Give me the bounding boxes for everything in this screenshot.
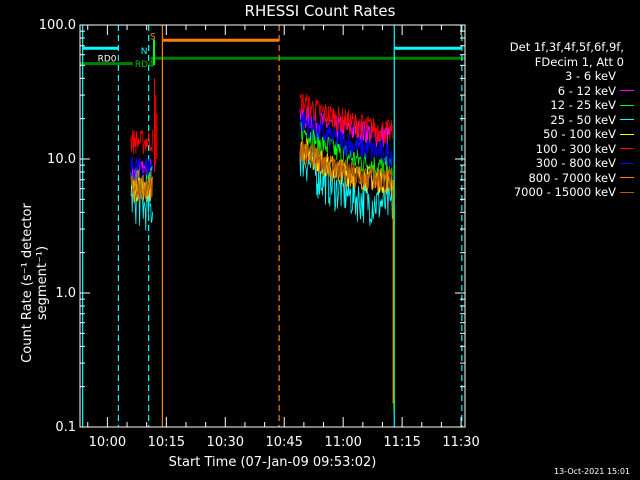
legend-entry-label: 12 - 25 keV <box>550 98 616 112</box>
legend: Det 1f,3f,4f,5f,6f,9f, FDecim 1, Att 0 3… <box>478 40 634 200</box>
x-tick-label: 11:30 <box>442 435 479 450</box>
legend-entry: 300 - 800 keV <box>478 156 634 171</box>
legend-entry: 25 - 50 keV <box>478 113 634 128</box>
series-line-8 <box>299 140 393 192</box>
x-tick-label: 10:15 <box>148 435 185 450</box>
legend-entry: 800 - 7000 keV <box>478 171 634 186</box>
series-line-6 <box>299 111 393 168</box>
series-line-5 <box>299 93 393 143</box>
legend-entry: 12 - 25 keV <box>478 98 634 113</box>
legend-swatch <box>620 119 634 121</box>
n-label: N <box>141 47 148 57</box>
legend-entry-label: 25 - 50 keV <box>550 112 616 127</box>
legend-swatch <box>620 148 634 150</box>
series-line-0 <box>299 125 393 183</box>
chart-title: RHESSI Count Rates <box>244 2 396 20</box>
state-bars <box>79 38 465 66</box>
y-axis-label: Count Rate (s⁻¹ detector segment⁻¹) <box>20 203 50 363</box>
legend-entry: 7000 - 15000 keV <box>478 185 634 200</box>
x-axis-label: Start Time (07-Jan-09 09:53:02) <box>168 455 377 470</box>
legend-entry: 6 - 12 keV <box>478 84 634 99</box>
x-tick-label: 11:00 <box>324 435 361 450</box>
state-labels: RD0 RD4 NS <box>98 32 156 70</box>
series-line-5 <box>130 129 153 155</box>
x-tick-label: 10:00 <box>89 435 126 450</box>
legend-header-line1: Det 1f,3f,4f,5f,6f,9f, <box>509 40 624 54</box>
x-tick-label: 10:30 <box>207 435 244 450</box>
legend-swatch <box>620 177 634 179</box>
legend-entry-label: 3 - 6 keV <box>565 69 616 83</box>
legend-entry-label: 7000 - 15000 keV <box>513 185 616 199</box>
series-line-3 <box>299 143 393 226</box>
y-tick-label: 1.0 <box>55 286 76 301</box>
legend-entry: 3 - 6 keV <box>478 69 634 84</box>
decimation-spike <box>152 39 155 66</box>
plot-frame <box>79 24 466 428</box>
legend-entry-label: 300 - 800 keV <box>535 156 616 170</box>
y-axis-ticks: 0.1 1.0 10.0 100.0 <box>39 18 465 435</box>
y-tick-label: 0.1 <box>55 420 76 435</box>
rd0-label: RD0 <box>98 54 117 64</box>
legend-entry: 100 - 300 keV <box>478 142 634 157</box>
series-line-8 <box>130 174 153 198</box>
legend-header-line2: FDecim 1, Att 0 <box>534 54 624 69</box>
legend-entry-label: 800 - 7000 keV <box>528 170 616 185</box>
x-tick-label: 11:15 <box>383 435 420 450</box>
legend-entry: 50 - 100 keV <box>478 127 634 142</box>
y-tick-label: 10.0 <box>47 152 76 167</box>
series-line-6 <box>130 155 153 182</box>
y-tick-label: 100.0 <box>39 18 76 33</box>
legend-entry-label: 6 - 12 keV <box>557 83 616 98</box>
legend-swatch <box>620 75 634 77</box>
legend-swatch <box>620 90 634 92</box>
series-lines <box>130 78 395 412</box>
x-axis-ticks: 10:00 10:15 10:30 10:45 11:00 11:15 11:30 <box>87 25 480 450</box>
legend-swatch <box>620 162 634 164</box>
legend-entry-label: 50 - 100 keV <box>543 127 616 141</box>
legend-swatch <box>620 104 634 106</box>
x-tick-label: 10:45 <box>265 435 302 450</box>
timestamp-footer: 13-Oct-2021 15:01 <box>554 467 630 476</box>
s-label: S <box>150 32 156 42</box>
rd4-label: RD4 <box>135 60 154 70</box>
legend-swatch <box>620 191 634 193</box>
legend-swatch <box>620 133 634 135</box>
legend-entry-label: 100 - 300 keV <box>535 141 616 156</box>
